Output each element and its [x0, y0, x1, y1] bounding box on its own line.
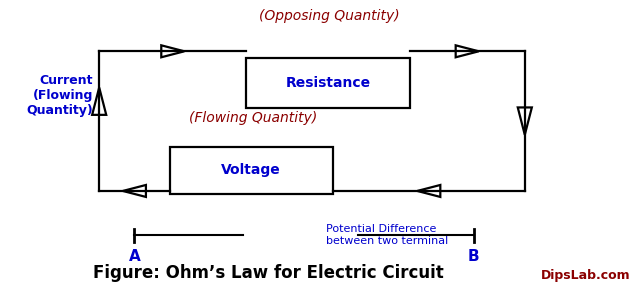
Text: Voltage: Voltage — [221, 163, 281, 177]
Text: B: B — [468, 249, 479, 264]
Text: Potential Difference
between two terminal: Potential Difference between two termina… — [326, 224, 449, 246]
Text: Resistance: Resistance — [285, 76, 371, 90]
Text: (Opposing Quantity): (Opposing Quantity) — [259, 9, 400, 23]
Bar — [170, 147, 333, 194]
Text: DipsLab.com: DipsLab.com — [541, 269, 630, 282]
Text: (Flowing Quantity): (Flowing Quantity) — [189, 111, 317, 125]
Text: Figure: Ohm’s Law for Electric Circuit: Figure: Ohm’s Law for Electric Circuit — [93, 264, 444, 282]
Text: Current
(Flowing
Quantity): Current (Flowing Quantity) — [26, 74, 93, 117]
Text: A: A — [129, 249, 140, 264]
Bar — [246, 58, 410, 108]
